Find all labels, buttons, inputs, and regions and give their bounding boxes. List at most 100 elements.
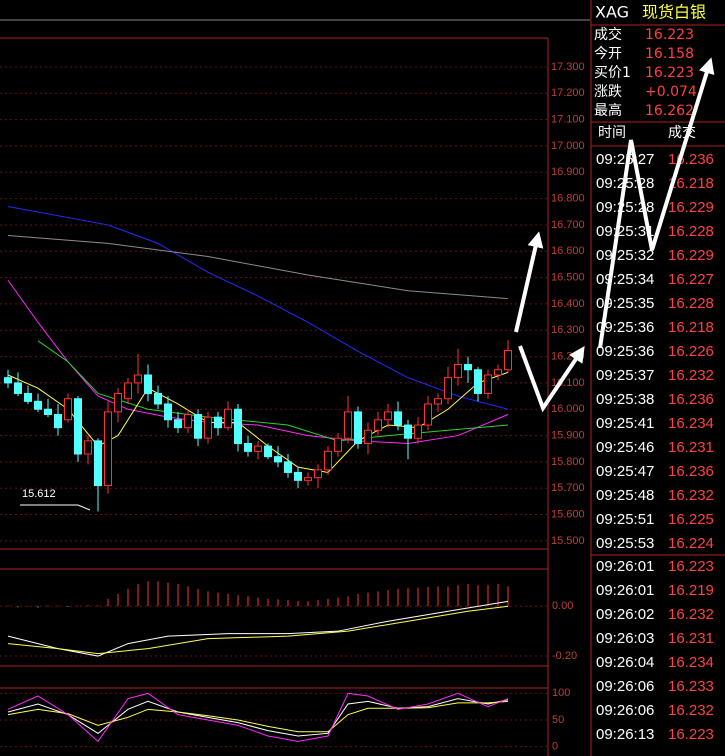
trade-time: 09:25:48: [596, 487, 654, 504]
instrument-name: 现货白银: [642, 3, 706, 22]
y-tick-label: 15.600: [551, 508, 585, 520]
candle-body: [144, 374, 152, 394]
candle-body: [504, 350, 512, 371]
candle-body: [94, 440, 102, 487]
y-tick-label: 16.800: [551, 193, 585, 205]
candle-body: [14, 382, 22, 394]
kdj-line: [7, 692, 509, 743]
quote-label: 成交: [594, 26, 622, 43]
candle-body: [204, 416, 212, 439]
y-tick-label: -0.20: [552, 650, 577, 662]
candle-body: [244, 442, 252, 452]
y-tick-label: 17.200: [551, 87, 585, 99]
trade-price: 16.229: [668, 199, 714, 216]
trade-price: 16.224: [668, 535, 714, 552]
moving-average: [7, 234, 509, 300]
arrow: [514, 231, 544, 333]
y-tick-label: 16.400: [551, 298, 585, 310]
candle-body: [354, 411, 362, 444]
trade-time: 09:26:02: [596, 606, 654, 623]
trade-price: 16.218: [668, 319, 714, 336]
y-tick-label: 16.700: [551, 219, 585, 231]
trade-time: 09:26:04: [596, 654, 654, 671]
trade-price: 16.234: [668, 654, 714, 671]
trade-price: 16.232: [668, 487, 714, 504]
candle-body: [374, 419, 382, 431]
trade-price: 16.223: [668, 726, 714, 743]
y-tick-label: 15.800: [551, 456, 585, 468]
candle-body: [334, 437, 342, 452]
trade-time: 09:25:53: [596, 535, 654, 552]
y-tick-label: 16.900: [551, 166, 585, 178]
candle-body: [344, 411, 352, 439]
quote-label: 最高: [594, 102, 622, 119]
trade-time: 09:26:01: [596, 558, 654, 575]
kdj-line: [7, 700, 509, 733]
trade-time: 09:25:46: [596, 439, 654, 456]
candle-body: [454, 363, 462, 379]
trade-price: 16.232: [668, 702, 714, 719]
candle-body: [114, 392, 122, 413]
trade-time: 09:25:37: [596, 367, 654, 384]
plot: 15.500 15.600 15.700 15.800 15.900 16.000 16.1…: [0, 26, 714, 753]
candle-body: [494, 369, 502, 376]
trade-price: 16.231: [668, 630, 714, 647]
trade-time: 09:25:32: [596, 247, 654, 264]
candle-body: [134, 374, 142, 384]
candle-body: [4, 377, 12, 384]
trade-price: 16.227: [668, 271, 714, 288]
trade-time: 09:25:38: [596, 391, 654, 408]
quote-value: +0.074: [645, 84, 697, 100]
trade-time: 09:25:47: [596, 463, 654, 480]
quote-label: 今开: [594, 46, 622, 62]
y-tick-label: 16.500: [551, 272, 585, 284]
candle-body: [234, 408, 242, 444]
candle-body: [214, 416, 222, 429]
kdj-line: [7, 698, 509, 737]
annotation-arrows: [514, 57, 715, 413]
y-tick-label: 16.600: [551, 245, 585, 257]
quote-value: 16.223: [645, 65, 694, 81]
candle-body: [264, 445, 272, 458]
trade-price: 16.219: [668, 582, 714, 599]
trade-time: 09:25:36: [596, 343, 654, 360]
trade-time: 09:26:06: [596, 678, 654, 695]
y-tick-label: 16.300: [551, 324, 585, 336]
y-tick-label: 0: [552, 741, 558, 753]
candle-body: [164, 403, 172, 421]
trade-price: 16.229: [668, 247, 714, 264]
candle-body: [154, 392, 162, 405]
arrow: [518, 345, 585, 413]
candle-body: [384, 411, 392, 421]
trade-time: 09:25:41: [596, 415, 654, 432]
candle-body: [274, 456, 282, 463]
trade-price: 16.223: [668, 558, 714, 575]
y-tick-label: 15.700: [551, 482, 585, 494]
candle-body: [294, 471, 302, 481]
y-tick-label: 17.000: [551, 140, 585, 152]
candle-body: [104, 411, 112, 487]
quote-value: 16.158: [645, 46, 694, 62]
candle-body: [224, 408, 232, 429]
y-tick-label: 17.100: [551, 114, 585, 126]
candle-body: [424, 403, 432, 426]
moving-average: [7, 371, 509, 473]
candle-body: [184, 414, 192, 429]
trade-price: 16.234: [668, 415, 714, 432]
candle-body: [404, 424, 412, 439]
trade-time: 09:25:36: [596, 319, 654, 336]
moving-average: [7, 206, 509, 410]
candle-body: [194, 414, 202, 439]
y-tick-label: 15.900: [551, 429, 585, 441]
trade-time: 09:26:01: [596, 582, 654, 599]
candle-body: [34, 400, 42, 410]
candle-body: [64, 398, 72, 421]
candle-body: [254, 445, 262, 452]
y-tick-label: 16.000: [551, 403, 585, 415]
trade-time: 09:26:13: [596, 726, 654, 743]
quote-value: 16.262: [645, 103, 694, 119]
candle-body: [474, 369, 482, 394]
